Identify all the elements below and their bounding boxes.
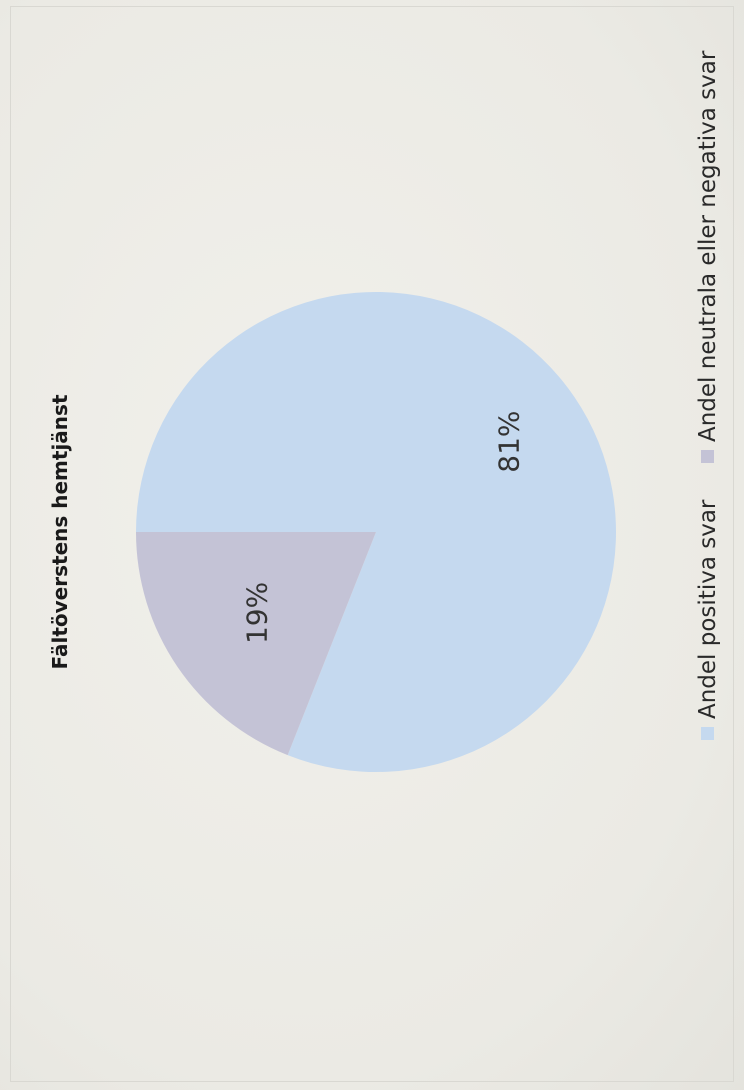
legend-swatch-neutral-negative	[701, 450, 714, 463]
slice-label-neutral-negative: 19%	[240, 582, 273, 644]
legend: Andel positiva svar Andel neutrala eller…	[695, 50, 721, 740]
chart-title: Fältöverstens hemtjänst	[48, 394, 72, 669]
slice-label-positive: 81%	[492, 410, 525, 472]
legend-swatch-positive	[701, 727, 714, 740]
pie-slice-labels: 81% 19%	[240, 410, 525, 644]
legend-label-positive: Andel positiva svar	[695, 499, 721, 719]
legend-label-neutral-negative: Andel neutrala eller negativa svar	[695, 50, 721, 442]
pie-slice-positive	[136, 292, 616, 773]
page-frame	[10, 6, 734, 1082]
pie-slice-neutral-negative	[136, 532, 376, 756]
pie-slices	[136, 292, 616, 773]
